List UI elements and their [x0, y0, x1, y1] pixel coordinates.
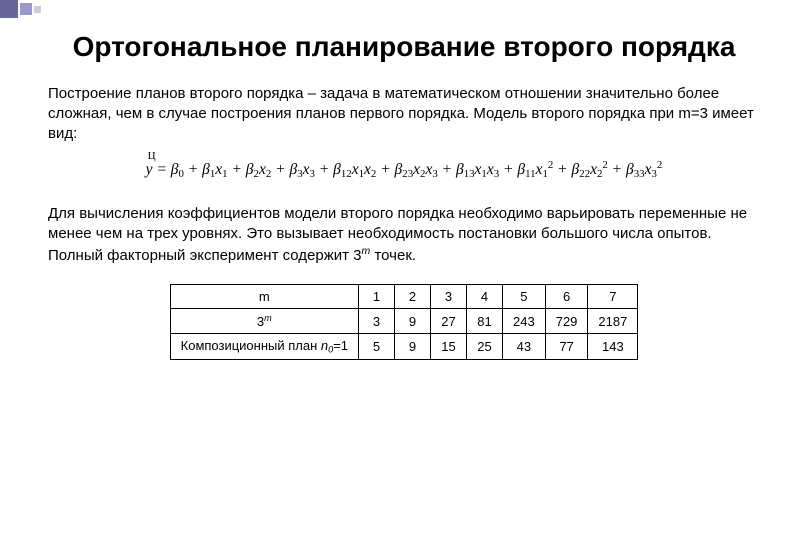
cell: 4 [467, 285, 503, 309]
slide-content: Ортогональное планирование второго поряд… [0, 0, 800, 380]
deco-square-small [34, 6, 41, 13]
deco-square-large [0, 0, 18, 18]
cell: 2 [395, 285, 431, 309]
cell: 2187 [588, 309, 638, 334]
model-formula: y = β0 + β1x1 + β2x2 + β3x3 + β12x1x2 + … [48, 159, 760, 180]
cell: 3 [359, 309, 395, 334]
cell: 3 [431, 285, 467, 309]
cell: 81 [467, 309, 503, 334]
table-row: 3m 3 9 27 81 243 729 2187 [170, 309, 638, 334]
cell: 5 [503, 285, 546, 309]
cell: 77 [545, 334, 588, 360]
cell: 9 [395, 309, 431, 334]
points-table: m 1 2 3 4 5 6 7 3m 3 9 27 81 243 729 218… [170, 284, 639, 360]
cell: 1 [359, 285, 395, 309]
cell: 27 [431, 309, 467, 334]
cell: 43 [503, 334, 546, 360]
row-header-3m: 3m [170, 309, 358, 334]
row-header-comp: Композиционный план n0=1 [170, 334, 358, 360]
cell: 7 [588, 285, 638, 309]
para2-sup: m [362, 245, 371, 257]
cell: 143 [588, 334, 638, 360]
cell: 243 [503, 309, 546, 334]
deco-square-med [20, 3, 32, 15]
table-row: Композиционный план n0=1 5 9 15 25 43 77… [170, 334, 638, 360]
page-title: Ортогональное планирование второго поряд… [48, 28, 760, 66]
cell: 5 [359, 334, 395, 360]
para2-part-b: точек. [370, 247, 416, 264]
cell: 729 [545, 309, 588, 334]
explain-paragraph: Для вычисления коэффициентов модели втор… [48, 204, 760, 267]
row-header-m: m [170, 285, 358, 309]
cell: 6 [545, 285, 588, 309]
cell: 25 [467, 334, 503, 360]
cell: 15 [431, 334, 467, 360]
intro-paragraph: Построение планов второго порядка – зада… [48, 84, 760, 145]
table-row: m 1 2 3 4 5 6 7 [170, 285, 638, 309]
corner-decoration [0, 0, 41, 18]
cell: 9 [395, 334, 431, 360]
